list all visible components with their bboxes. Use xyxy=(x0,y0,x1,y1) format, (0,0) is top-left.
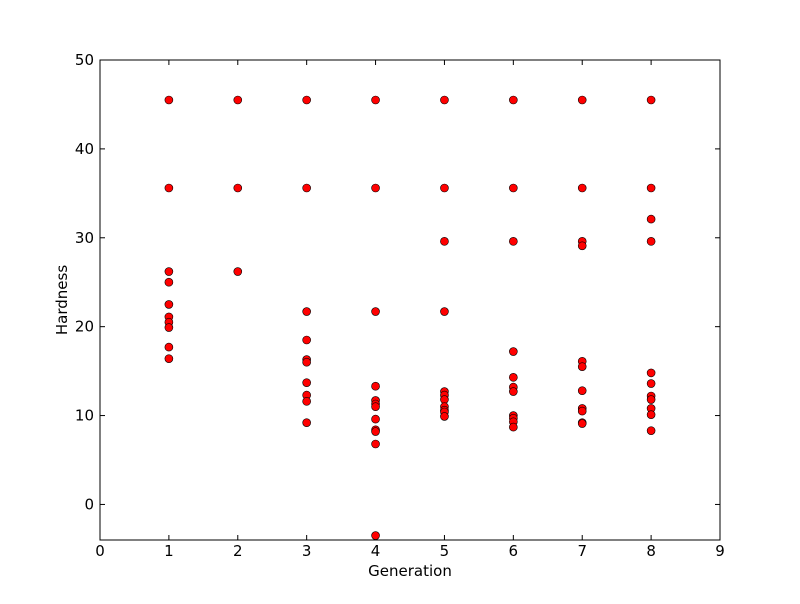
x-tick-label: 7 xyxy=(577,542,587,560)
y-tick-label: 50 xyxy=(75,51,94,69)
point xyxy=(371,427,380,436)
point xyxy=(577,95,587,105)
point xyxy=(164,183,174,193)
point xyxy=(371,402,380,411)
point xyxy=(233,183,243,193)
point xyxy=(371,183,380,193)
x-tick-label: 0 xyxy=(95,542,105,560)
point xyxy=(164,323,174,332)
point xyxy=(233,267,243,276)
point xyxy=(577,386,587,395)
x-tick-label: 5 xyxy=(440,542,450,560)
point xyxy=(440,237,449,246)
point xyxy=(577,183,587,193)
y-tick-label: 0 xyxy=(84,495,94,513)
point xyxy=(302,378,311,387)
x-tick-label: 3 xyxy=(302,542,312,560)
y-tick-label: 10 xyxy=(75,407,94,425)
x-axis-label: Generation xyxy=(368,562,452,580)
point xyxy=(509,95,518,105)
point xyxy=(646,237,656,246)
point xyxy=(440,95,449,105)
x-tick-label: 4 xyxy=(371,542,381,560)
point xyxy=(371,381,380,391)
point xyxy=(164,354,174,363)
point xyxy=(509,237,518,246)
point xyxy=(577,419,587,428)
y-tick-label: 20 xyxy=(75,318,94,336)
x-tick-label: 1 xyxy=(164,542,174,560)
point xyxy=(371,307,380,316)
point xyxy=(646,426,656,435)
point xyxy=(302,307,311,316)
point xyxy=(509,183,518,193)
point xyxy=(440,412,449,421)
point xyxy=(577,362,587,371)
point xyxy=(302,357,311,367)
x-tick-label: 6 xyxy=(509,542,519,560)
point xyxy=(509,422,518,432)
plot-frame xyxy=(99,59,721,541)
point xyxy=(646,410,656,419)
y-tick-label: 30 xyxy=(75,229,94,247)
point xyxy=(302,183,311,193)
point xyxy=(646,183,656,193)
point xyxy=(646,368,656,378)
point xyxy=(440,395,449,404)
point xyxy=(509,373,518,382)
x-tick-label: 8 xyxy=(646,542,656,560)
point xyxy=(371,439,380,449)
point xyxy=(440,307,449,316)
point xyxy=(164,277,174,287)
point xyxy=(577,241,587,251)
point xyxy=(371,95,380,105)
point xyxy=(233,95,243,105)
point xyxy=(440,183,449,193)
point xyxy=(302,397,311,406)
y-axis-label: Hardness xyxy=(53,265,71,335)
point xyxy=(509,387,518,396)
point xyxy=(577,406,587,416)
point xyxy=(302,418,311,427)
point xyxy=(371,414,380,424)
point xyxy=(164,267,174,276)
x-tick-label: 2 xyxy=(233,542,243,560)
x-tick-label: 9 xyxy=(715,542,725,560)
point xyxy=(302,95,311,105)
point xyxy=(646,379,656,388)
point xyxy=(302,335,311,345)
point xyxy=(509,347,518,356)
y-tick-label: 40 xyxy=(75,140,94,158)
point xyxy=(164,95,174,105)
point xyxy=(371,531,380,540)
point xyxy=(646,214,656,224)
point xyxy=(646,95,656,105)
point xyxy=(164,342,174,352)
point xyxy=(646,395,656,404)
point xyxy=(164,300,174,309)
